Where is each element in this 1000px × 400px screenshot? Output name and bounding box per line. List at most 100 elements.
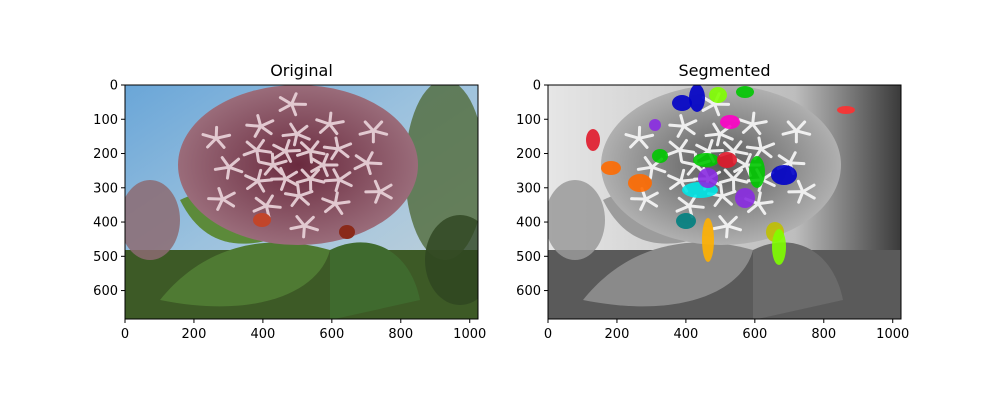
- petal: [284, 139, 291, 153]
- petal: [725, 224, 729, 239]
- petal: [732, 140, 743, 153]
- petal: [687, 204, 705, 209]
- segment-mask: [672, 95, 692, 111]
- petal: [687, 194, 697, 208]
- petal: [272, 143, 287, 153]
- petal: [636, 165, 654, 171]
- petal: [295, 215, 306, 228]
- petal: [720, 194, 733, 206]
- petal: [333, 200, 351, 206]
- petal: [732, 168, 744, 181]
- petal: [280, 177, 287, 191]
- x-tick-label: 1000: [453, 327, 486, 342]
- petal: [744, 153, 752, 167]
- y-tick-label: 400: [516, 216, 541, 231]
- petal: [310, 163, 325, 173]
- segment-mask: [601, 161, 621, 175]
- petal: [788, 161, 806, 166]
- petal: [292, 132, 299, 147]
- segment-masks: [586, 85, 855, 265]
- segment-mask: [709, 87, 727, 103]
- petal: [365, 151, 374, 165]
- x-tick-label: 800: [811, 327, 836, 342]
- original-image: [125, 85, 478, 319]
- petal: [284, 149, 293, 163]
- petal: [300, 168, 312, 181]
- petal: [682, 119, 698, 128]
- petal: [330, 147, 340, 161]
- petal: [756, 191, 762, 206]
- petal: [201, 133, 218, 140]
- y-tick-label: 300: [516, 181, 541, 196]
- y-tick-label: 600: [516, 284, 541, 299]
- petal: [715, 132, 722, 147]
- petal: [639, 197, 648, 211]
- petal: [757, 136, 763, 151]
- petal: [733, 163, 748, 173]
- petal: [353, 161, 369, 171]
- y-tick-label: 200: [93, 147, 118, 162]
- petal: [259, 119, 275, 128]
- y-tick-label: 500: [516, 250, 541, 265]
- petal: [667, 174, 683, 183]
- petal: [777, 154, 792, 165]
- x-tick-label: 1000: [876, 327, 909, 342]
- petal: [756, 202, 767, 215]
- segment-mask: [689, 85, 705, 112]
- petal: [679, 114, 686, 128]
- petal: [221, 191, 236, 201]
- petal: [246, 179, 260, 191]
- petal: [273, 149, 287, 160]
- segment-mask: [693, 153, 719, 167]
- petal: [309, 149, 313, 164]
- petal: [284, 170, 299, 181]
- petal: [337, 178, 353, 188]
- petal: [707, 139, 714, 153]
- panel-title: Segmented: [679, 61, 771, 80]
- petal: [299, 141, 312, 153]
- segment-mask: [586, 129, 600, 151]
- petal: [358, 129, 375, 136]
- petal: [302, 215, 315, 228]
- petal: [759, 147, 773, 159]
- petal: [213, 165, 231, 171]
- segment-mask: [720, 115, 740, 129]
- petal: [271, 159, 288, 167]
- petal: [254, 196, 268, 208]
- petal: [747, 202, 760, 214]
- petal: [712, 122, 722, 136]
- petal: [712, 224, 729, 231]
- petal: [297, 194, 310, 206]
- petal: [255, 148, 273, 154]
- petal: [321, 153, 329, 167]
- segmented-panel: Segmented 0 200 400 600 800 1000 0 100 200 300 400…: [516, 61, 909, 342]
- petal: [713, 102, 721, 117]
- x-tick-label: 800: [388, 327, 413, 342]
- x-tick-label: 600: [319, 327, 344, 342]
- petal: [256, 179, 266, 193]
- petal: [378, 190, 393, 200]
- y-tick-label: 0: [110, 79, 118, 94]
- petal: [723, 168, 735, 181]
- petal: [278, 102, 294, 112]
- petal: [648, 165, 654, 180]
- petal: [675, 204, 691, 213]
- petal: [668, 140, 682, 152]
- petal: [264, 204, 271, 219]
- petal: [732, 177, 749, 184]
- petal: [668, 123, 686, 128]
- petal: [244, 174, 260, 183]
- petal: [256, 178, 274, 183]
- petal: [751, 120, 768, 126]
- petal: [295, 132, 311, 141]
- segment-mask: [736, 86, 754, 98]
- petal: [214, 133, 232, 140]
- petal: [221, 197, 236, 208]
- petal: [309, 168, 321, 181]
- petal: [296, 149, 312, 157]
- axes-frame: [547, 84, 902, 320]
- petal: [214, 136, 226, 149]
- segment-mask: [772, 229, 786, 265]
- petal: [678, 148, 696, 154]
